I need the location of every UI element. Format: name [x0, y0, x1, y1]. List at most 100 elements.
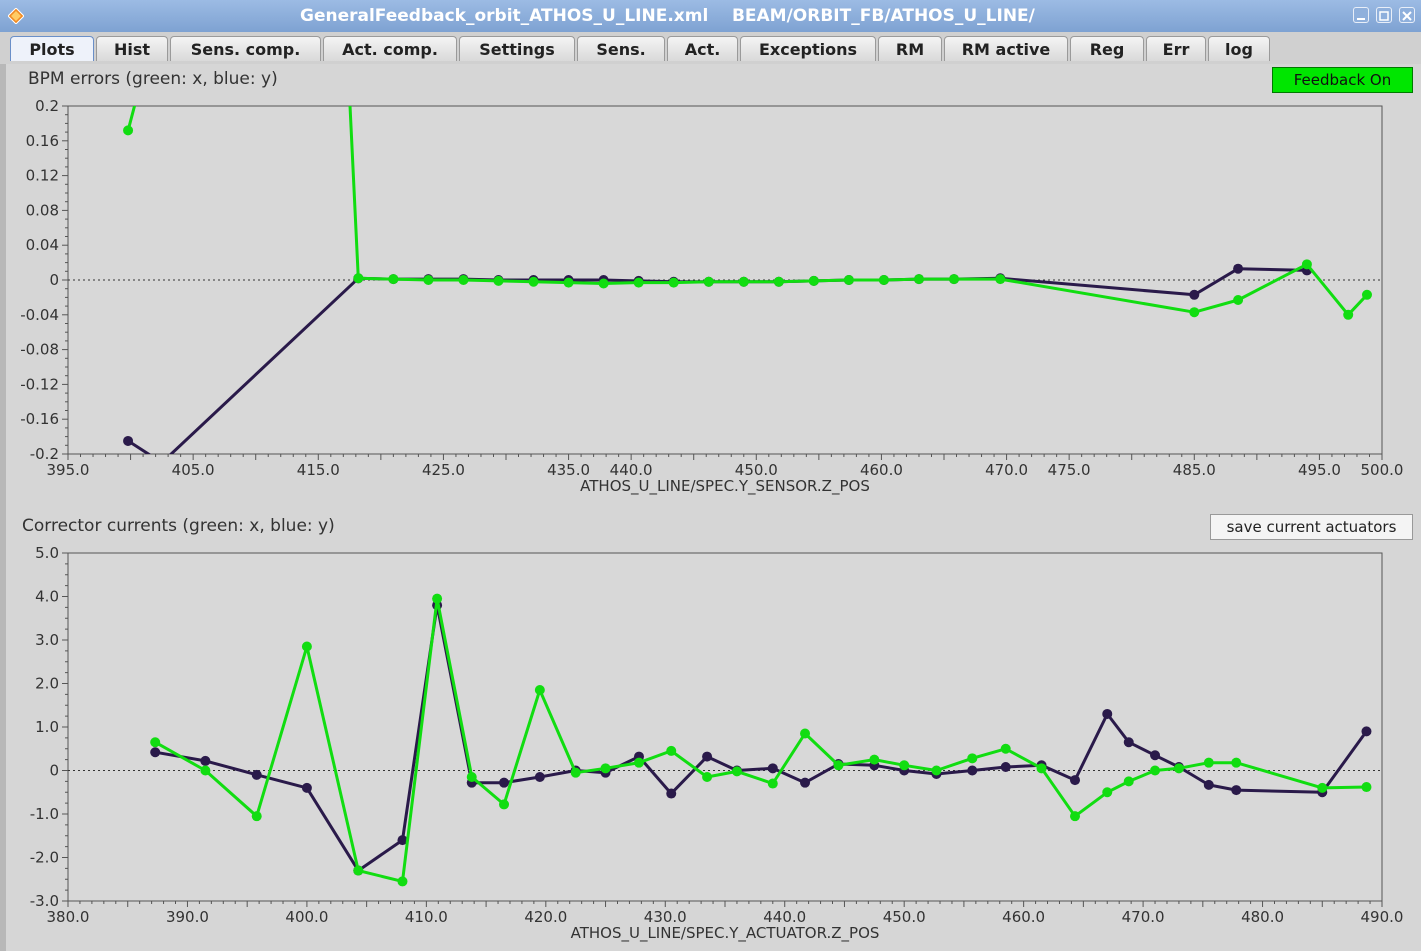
data-point: [1123, 737, 1134, 748]
x-tick-label: 420.0: [524, 908, 567, 926]
data-point: [949, 274, 960, 285]
data-point: [1361, 782, 1372, 793]
data-point: [967, 765, 978, 776]
x-tick-label: 380.0: [47, 908, 90, 926]
data-point: [432, 593, 443, 604]
tab-reg[interactable]: Reg: [1070, 36, 1144, 61]
data-point: [157, 458, 167, 468]
tab-exceptions[interactable]: Exceptions: [740, 36, 876, 61]
data-point: [878, 275, 889, 285]
minimize-icon[interactable]: [1353, 7, 1369, 23]
data-point: [123, 435, 134, 446]
x-tick-label: 490.0: [1361, 908, 1404, 926]
maximize-icon[interactable]: [1376, 7, 1392, 23]
x-tick-label: 470.0: [1122, 908, 1165, 926]
data-point: [767, 763, 778, 774]
data-point: [703, 276, 714, 287]
y-tick-label: -0.12: [20, 375, 59, 393]
x-tick-label: 495.0: [1298, 461, 1341, 479]
data-point: [570, 767, 581, 778]
data-point: [899, 760, 910, 771]
data-point: [843, 275, 854, 285]
data-point: [466, 772, 477, 783]
series-group: [150, 593, 1372, 887]
data-point: [200, 765, 211, 776]
data-point: [353, 273, 364, 284]
bpm-panel-title: BPM errors (green: x, blue: y): [28, 69, 278, 89]
data-point: [499, 777, 510, 788]
tab-act-comp[interactable]: Act. comp.: [323, 36, 457, 61]
data-point: [702, 772, 713, 783]
save-actuators-button[interactable]: save current actuators: [1210, 514, 1413, 540]
tab-rm[interactable]: RM: [878, 36, 942, 61]
series-group: [123, 94, 1372, 468]
data-point: [869, 754, 880, 765]
data-point: [666, 745, 677, 756]
data-point: [633, 277, 644, 288]
x-tick-label: 415.0: [297, 461, 340, 479]
data-point: [458, 275, 469, 285]
x-tick-label: 395.0: [47, 461, 90, 479]
data-point: [1070, 775, 1081, 786]
data-point: [132, 94, 142, 102]
tab-log[interactable]: log: [1208, 36, 1270, 61]
y-tick-label: 0.16: [26, 132, 59, 150]
data-point: [1102, 787, 1113, 798]
data-point: [1203, 779, 1214, 790]
y-tick-label: 0.04: [26, 236, 59, 254]
title-bar[interactable]: GeneralFeedback_orbit_ATHOS_U_LINE.xml B…: [0, 0, 1421, 32]
data-point: [1123, 776, 1134, 787]
data-point: [913, 274, 924, 285]
feedback-on-button[interactable]: Feedback On: [1272, 67, 1413, 93]
data-point: [995, 274, 1006, 285]
x-tick-label: 450.0: [735, 461, 778, 479]
data-point: [967, 753, 978, 764]
x-tick-label: 440.0: [610, 461, 653, 479]
data-point: [1233, 263, 1244, 274]
x-tick-label: 475.0: [1048, 461, 1091, 479]
data-point: [833, 760, 844, 771]
y-tick-label: 3.0: [35, 631, 59, 649]
data-point: [666, 788, 677, 799]
tab-plots[interactable]: Plots: [10, 36, 94, 61]
data-point: [528, 276, 539, 287]
tab-bar: Plots Hist Sens. comp. Act. comp. Settin…: [0, 32, 1421, 64]
tab-settings[interactable]: Settings: [459, 36, 575, 61]
x-tick-label: 400.0: [285, 908, 328, 926]
tab-hist[interactable]: Hist: [96, 36, 168, 61]
y-tick-label: 4.0: [35, 588, 59, 606]
data-point: [1203, 757, 1214, 768]
data-point: [633, 757, 644, 768]
data-point: [150, 747, 161, 758]
tab-act[interactable]: Act.: [667, 36, 738, 61]
data-point: [800, 777, 811, 788]
data-point: [1231, 757, 1242, 768]
x-tick-label: 425.0: [422, 461, 465, 479]
tab-err[interactable]: Err: [1146, 36, 1206, 61]
x-tick-label: 460.0: [860, 461, 903, 479]
data-point: [1189, 307, 1200, 318]
data-point: [150, 737, 161, 748]
y-tick-label: 2.0: [35, 675, 59, 693]
app-icon: [8, 8, 24, 24]
data-point: [1301, 259, 1312, 270]
y-tick-label: 0.08: [26, 201, 59, 219]
tab-sens-comp[interactable]: Sens. comp.: [170, 36, 321, 61]
data-point: [1361, 726, 1372, 737]
data-point: [1036, 763, 1047, 774]
tab-sens[interactable]: Sens.: [577, 36, 665, 61]
y-tick-label: -3.0: [30, 892, 59, 910]
y-tick-label: 0.2: [35, 97, 59, 115]
close-icon[interactable]: [1399, 7, 1415, 23]
x-tick-label: 405.0: [172, 461, 215, 479]
tab-rm-active[interactable]: RM active: [944, 36, 1068, 61]
bpm-errors-chart[interactable]: 395.0 405.0 415.0 425.0 435.0 440.0 450.0 460.0…: [6, 94, 1421, 499]
corrector-currents-chart[interactable]: 380.0 390.0 400.0 410.0 420.0 430.0 440.0 450.0…: [6, 542, 1421, 951]
data-point: [388, 274, 399, 285]
data-point: [345, 94, 355, 102]
data-point: [598, 278, 609, 289]
y-tick-label: 0.12: [26, 167, 59, 185]
x-tick-label: 480.0: [1241, 908, 1284, 926]
y-tick-label: -0.16: [20, 410, 59, 428]
x-axis-label: ATHOS_U_LINE/SPEC.Y_SENSOR.Z_POS: [580, 477, 870, 496]
